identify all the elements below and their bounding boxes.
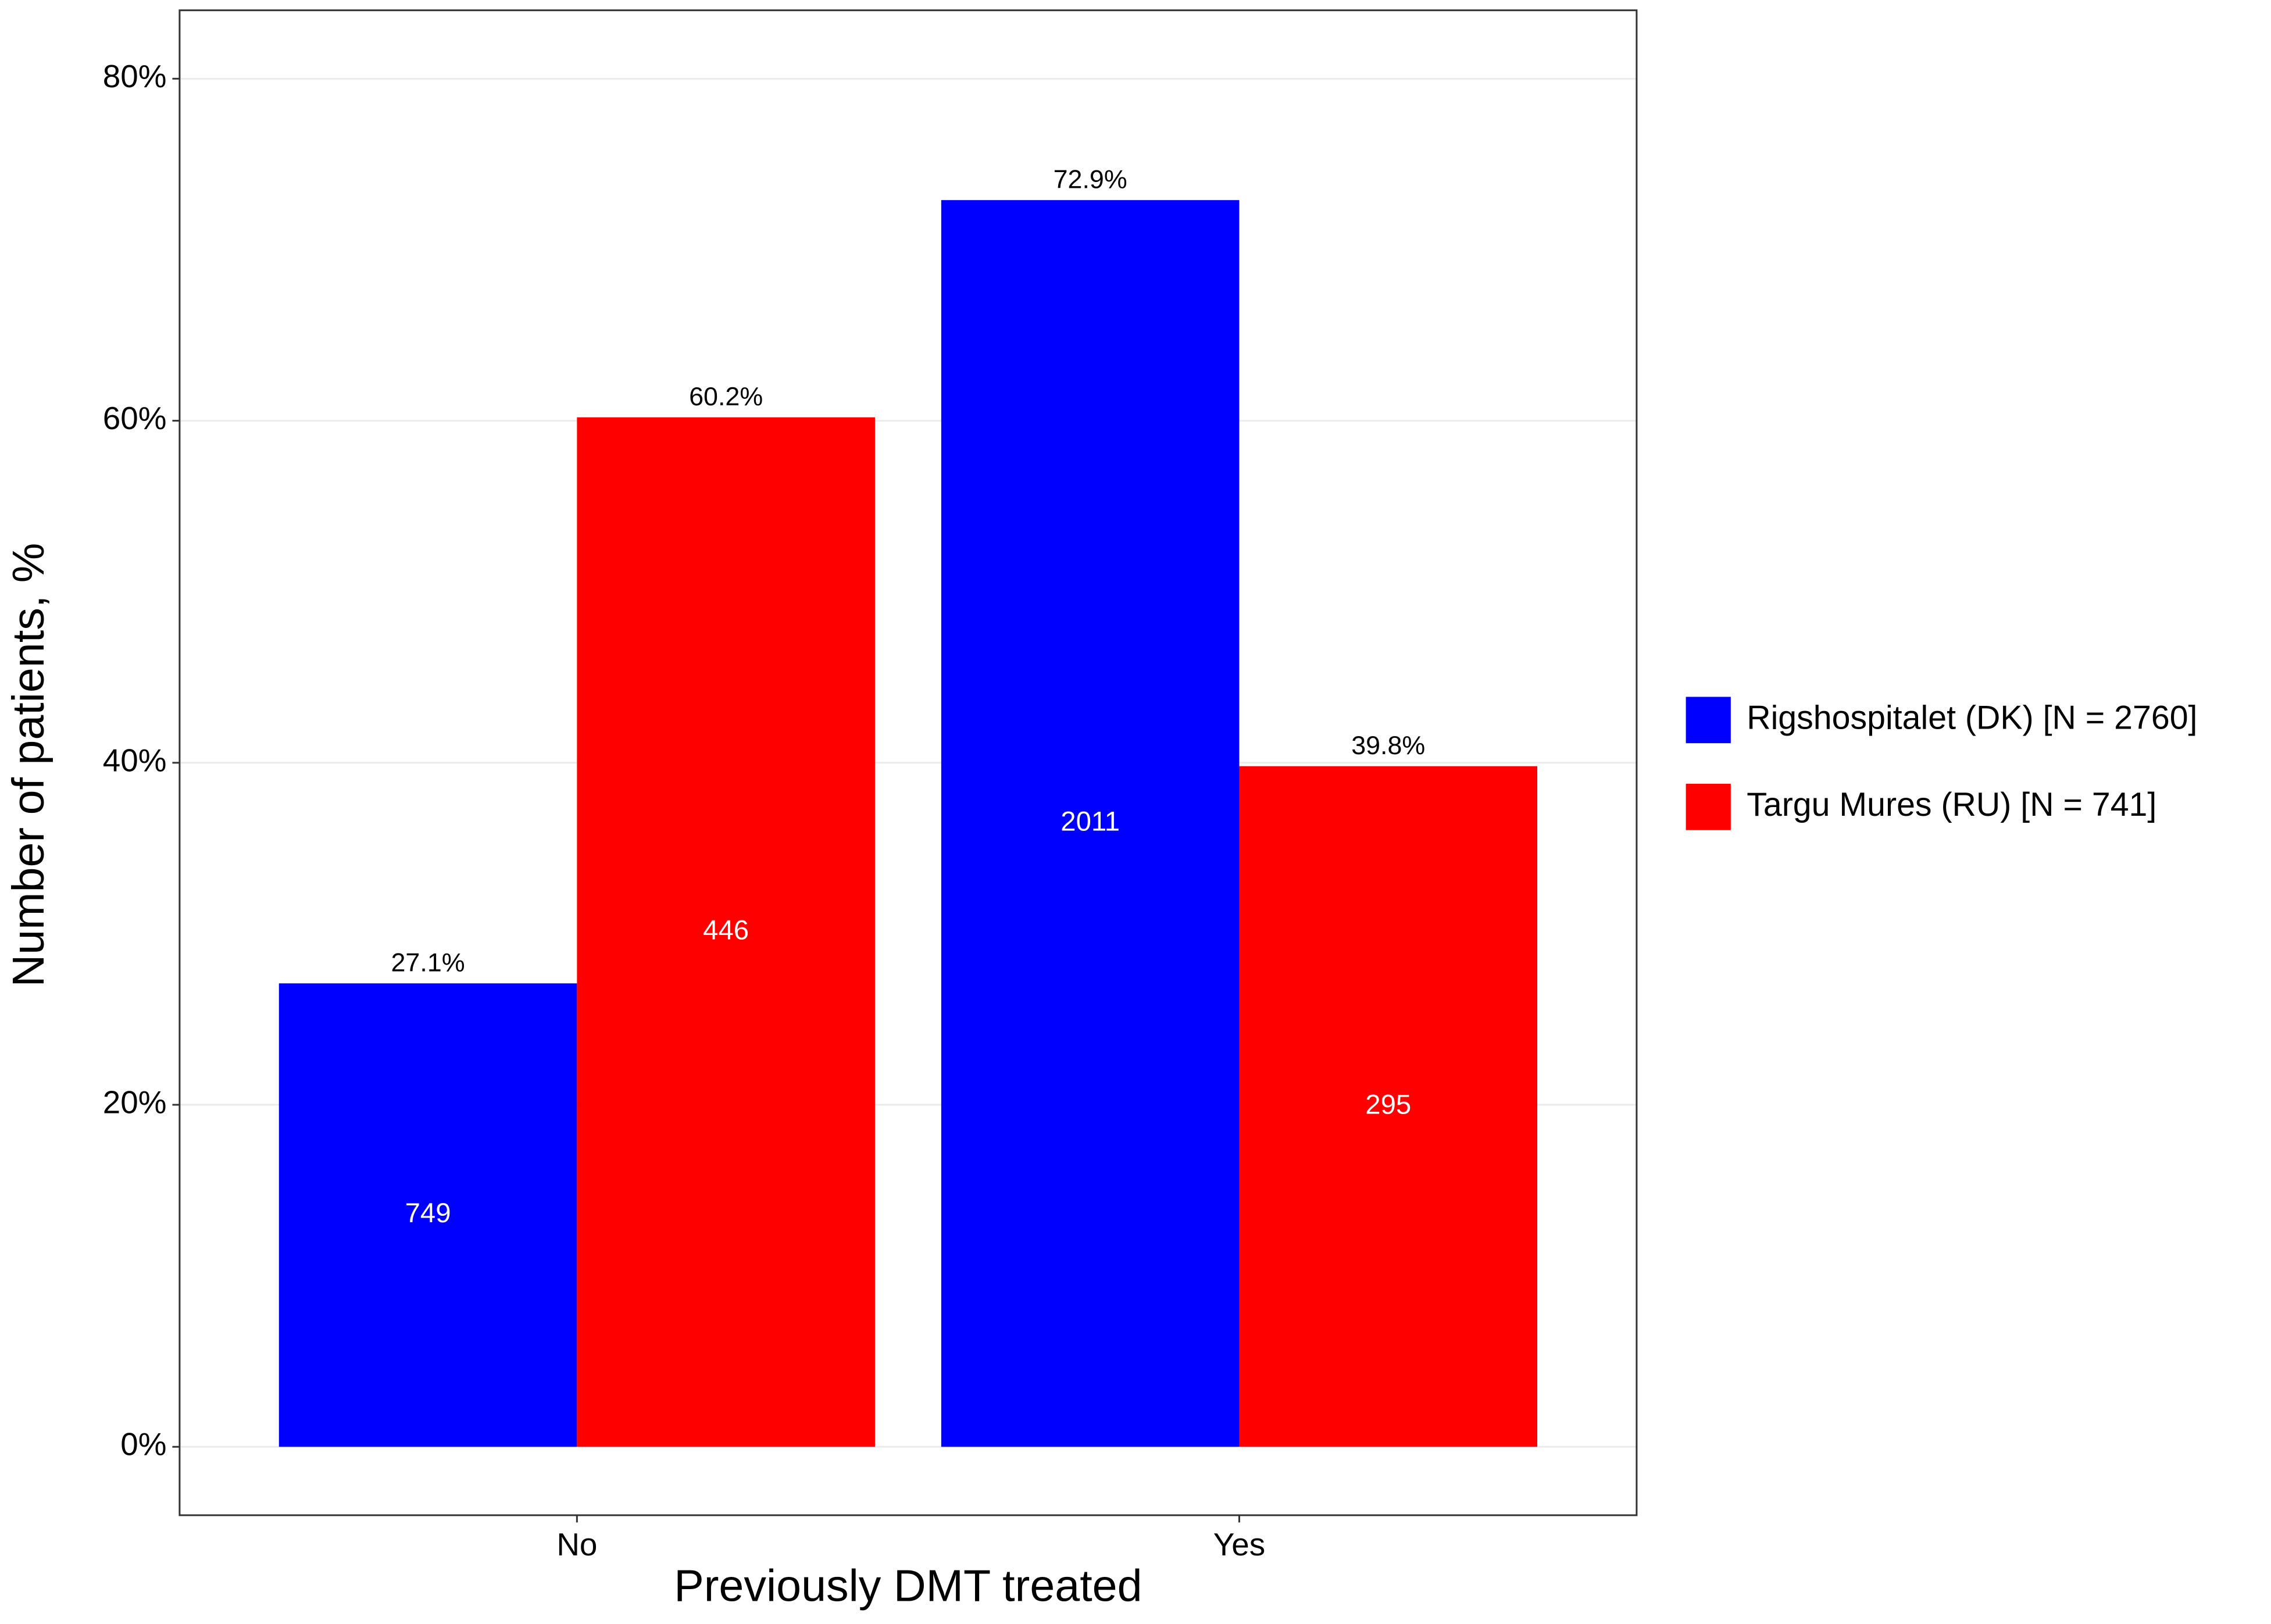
bar-value-label: 60.2% bbox=[689, 381, 763, 411]
bar bbox=[1239, 766, 1538, 1447]
bar-count-label: 2011 bbox=[1060, 806, 1120, 837]
y-tick-label: 40% bbox=[103, 742, 167, 778]
bar bbox=[577, 417, 875, 1447]
y-tick-label: 60% bbox=[103, 400, 167, 436]
y-tick-label: 80% bbox=[103, 58, 167, 94]
bar bbox=[941, 200, 1240, 1447]
y-tick-label: 20% bbox=[103, 1084, 167, 1120]
bar-value-label: 72.9% bbox=[1054, 165, 1127, 194]
legend-key bbox=[1686, 783, 1731, 830]
x-axis-title: Previously DMT treated bbox=[674, 1561, 1142, 1611]
bar-count-label: 295 bbox=[1365, 1089, 1411, 1120]
x-tick-label: No bbox=[556, 1526, 597, 1562]
legend-label: Rigshospitalet (DK) [N = 2760] bbox=[1747, 699, 2197, 736]
bar-value-label: 27.1% bbox=[391, 948, 465, 977]
y-tick-label: 0% bbox=[120, 1426, 166, 1462]
legend-label: Targu Mures (RU) [N = 741] bbox=[1747, 786, 2156, 823]
legend-key bbox=[1686, 697, 1731, 744]
bar-value-label: 39.8% bbox=[1351, 730, 1425, 760]
x-tick-label: Yes bbox=[1213, 1526, 1265, 1562]
y-axis-title: Number of patients, % bbox=[3, 543, 53, 987]
bar-count-label: 446 bbox=[703, 915, 749, 945]
bar bbox=[278, 983, 577, 1447]
bar-count-label: 749 bbox=[405, 1198, 451, 1229]
